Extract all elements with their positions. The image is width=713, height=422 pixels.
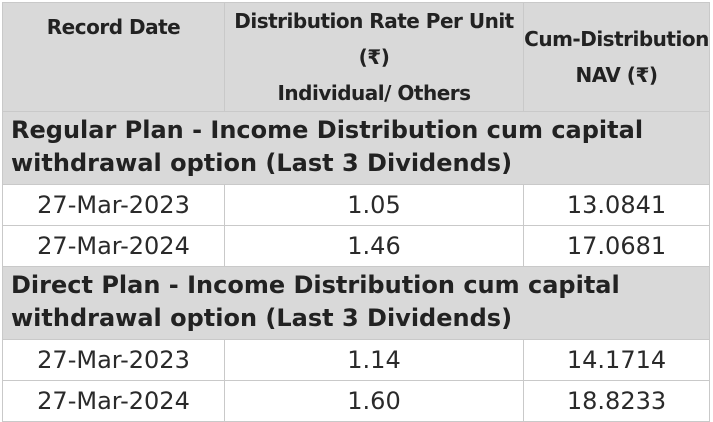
- cum-distribution-nav-header-line1: Cum-Distribution: [524, 27, 709, 51]
- section-title: Direct Plan - Income Distribution cum ca…: [2, 266, 710, 340]
- distribution-rate-header-line1: Distribution Rate Per Unit (₹): [234, 9, 514, 69]
- record-date-cell: 27-Mar-2023: [2, 184, 225, 226]
- nav-cell: 13.0841: [523, 184, 710, 226]
- record-date-cell: 27-Mar-2024: [2, 225, 225, 267]
- header-row: Record Date Distribution Rate Per Unit (…: [2, 2, 710, 112]
- table-row: 27-Mar-2023 1.14 14.1714: [2, 339, 710, 381]
- distribution-rate-cell: 1.14: [224, 339, 524, 381]
- table-header: Record Date Distribution Rate Per Unit (…: [2, 2, 710, 112]
- table-row: 27-Mar-2023 1.05 13.0841: [2, 184, 710, 226]
- nav-cell: 18.8233: [523, 380, 710, 422]
- record-date-header: Record Date: [2, 2, 225, 112]
- cum-distribution-nav-header: Cum-Distribution NAV (₹): [523, 2, 710, 112]
- distribution-rate-header-line2: Individual/ Others: [277, 81, 471, 105]
- section-row-direct-plan: Direct Plan - Income Distribution cum ca…: [2, 266, 710, 340]
- nav-cell: 17.0681: [523, 225, 710, 267]
- cum-distribution-nav-header-line2: NAV (₹): [575, 63, 659, 87]
- record-date-header-label: Record Date: [46, 15, 181, 39]
- record-date-cell: 27-Mar-2024: [2, 380, 225, 422]
- distribution-rate-cell: 1.05: [224, 184, 524, 226]
- distribution-rate-header: Distribution Rate Per Unit (₹) Individua…: [224, 2, 524, 112]
- table-body: Regular Plan - Income Distribution cum c…: [2, 111, 710, 422]
- distribution-rate-cell: 1.46: [224, 225, 524, 267]
- distribution-rate-cell: 1.60: [224, 380, 524, 422]
- section-title: Regular Plan - Income Distribution cum c…: [2, 111, 710, 185]
- nav-cell: 14.1714: [523, 339, 710, 381]
- section-row-regular-plan: Regular Plan - Income Distribution cum c…: [2, 111, 710, 185]
- table-row: 27-Mar-2024 1.46 17.0681: [2, 225, 710, 267]
- table-row: 27-Mar-2024 1.60 18.8233: [2, 380, 710, 422]
- record-date-cell: 27-Mar-2023: [2, 339, 225, 381]
